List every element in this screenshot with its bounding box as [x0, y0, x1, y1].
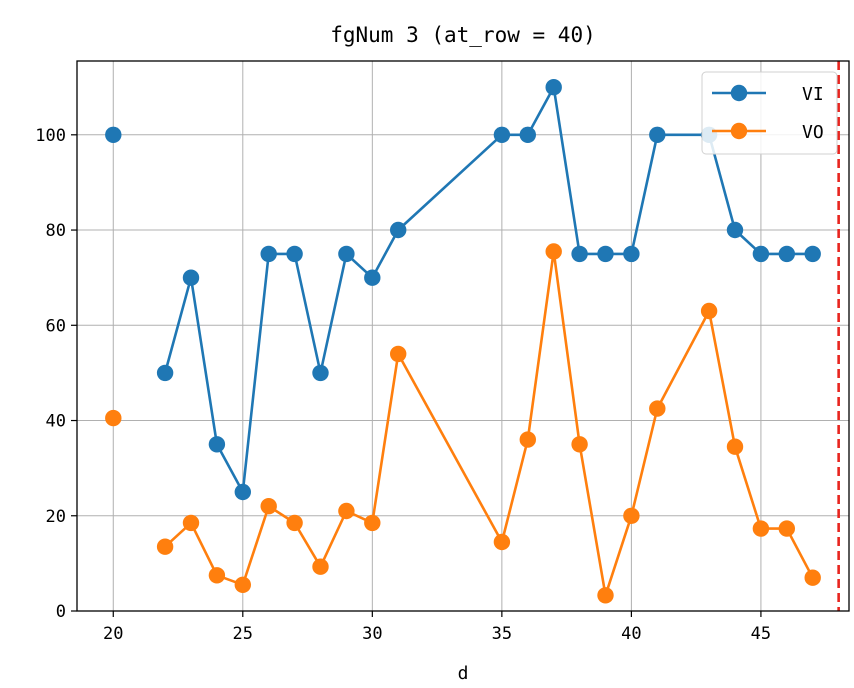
x-axis-label: d — [458, 663, 469, 684]
data-point-vo — [778, 520, 795, 537]
data-point-vi — [571, 245, 588, 263]
legend-label-vo: VO — [802, 122, 824, 143]
data-point-vo — [182, 514, 200, 532]
data-point-vi — [390, 221, 407, 239]
data-point-vo — [571, 436, 588, 453]
data-point-vo — [156, 538, 174, 555]
data-point-vo — [752, 520, 770, 537]
data-point-vi — [234, 483, 251, 501]
chart-title: fgNum 3 (at_row = 40) — [330, 23, 596, 47]
data-point-vo — [234, 576, 251, 593]
series-layer — [105, 79, 821, 604]
data-point-vi — [726, 221, 744, 239]
data-point-vi — [286, 245, 303, 263]
data-point-vi — [752, 245, 770, 263]
data-point-vo — [312, 558, 329, 575]
data-point-vo — [338, 502, 355, 520]
data-point-vi — [597, 245, 614, 263]
series-line-vo — [164, 250, 814, 597]
data-point-vo — [286, 514, 303, 532]
data-point-vi — [338, 245, 355, 263]
y-tick-label: 0 — [56, 602, 66, 622]
plot-frame — [76, 60, 850, 612]
data-point-vo — [804, 569, 821, 586]
legend-label-vi: VI — [802, 84, 824, 105]
data-point-vo — [260, 498, 277, 515]
data-point-vi — [649, 126, 666, 143]
data-point-vo — [597, 587, 614, 604]
data-point-vo — [208, 567, 226, 584]
data-point-vi — [623, 245, 640, 263]
legend-marker-vo — [730, 122, 748, 140]
legend: VI VO — [701, 71, 838, 155]
data-point-vi — [519, 126, 536, 143]
data-point-vo — [390, 345, 407, 363]
grid — [77, 61, 849, 612]
series-vi — [105, 79, 821, 501]
data-point-vo — [726, 438, 744, 455]
data-point-vo — [519, 431, 536, 448]
data-point-vi — [493, 126, 511, 143]
ticks: 20 25 30 35 40 45 0 20 40 60 80 100 — [35, 126, 771, 644]
y-tick-label: 20 — [46, 507, 66, 527]
legend-marker-vi — [730, 84, 748, 102]
data-point-vo — [649, 400, 666, 417]
y-tick-label: 80 — [46, 221, 66, 241]
y-tick-label: 100 — [35, 126, 66, 146]
data-point-vi — [208, 436, 226, 453]
x-tick-label: 25 — [233, 624, 253, 644]
x-tick-label: 45 — [751, 624, 771, 644]
data-point-vo — [545, 243, 562, 260]
data-point-vi — [545, 79, 562, 96]
data-point-vi — [182, 269, 200, 286]
data-point-vi — [312, 364, 329, 382]
x-tick-label: 30 — [362, 624, 382, 644]
data-point-vi — [105, 126, 122, 143]
data-point-vi — [778, 245, 795, 263]
data-point-vi — [260, 245, 277, 263]
data-point-vi — [156, 364, 174, 382]
data-point-vo — [105, 409, 122, 427]
series-vo — [105, 243, 821, 604]
y-tick-label: 40 — [46, 412, 66, 432]
data-point-vo — [493, 533, 511, 551]
x-tick-label: 20 — [103, 624, 123, 644]
data-point-vo — [364, 514, 381, 532]
data-point-vi — [804, 245, 821, 263]
data-point-vo — [623, 507, 640, 524]
y-tick-label: 60 — [46, 316, 66, 336]
data-point-vo — [700, 302, 718, 320]
data-point-vi — [364, 269, 381, 286]
series-line-vi — [163, 85, 813, 494]
x-tick-label: 35 — [492, 624, 512, 644]
x-tick-label: 40 — [621, 624, 641, 644]
